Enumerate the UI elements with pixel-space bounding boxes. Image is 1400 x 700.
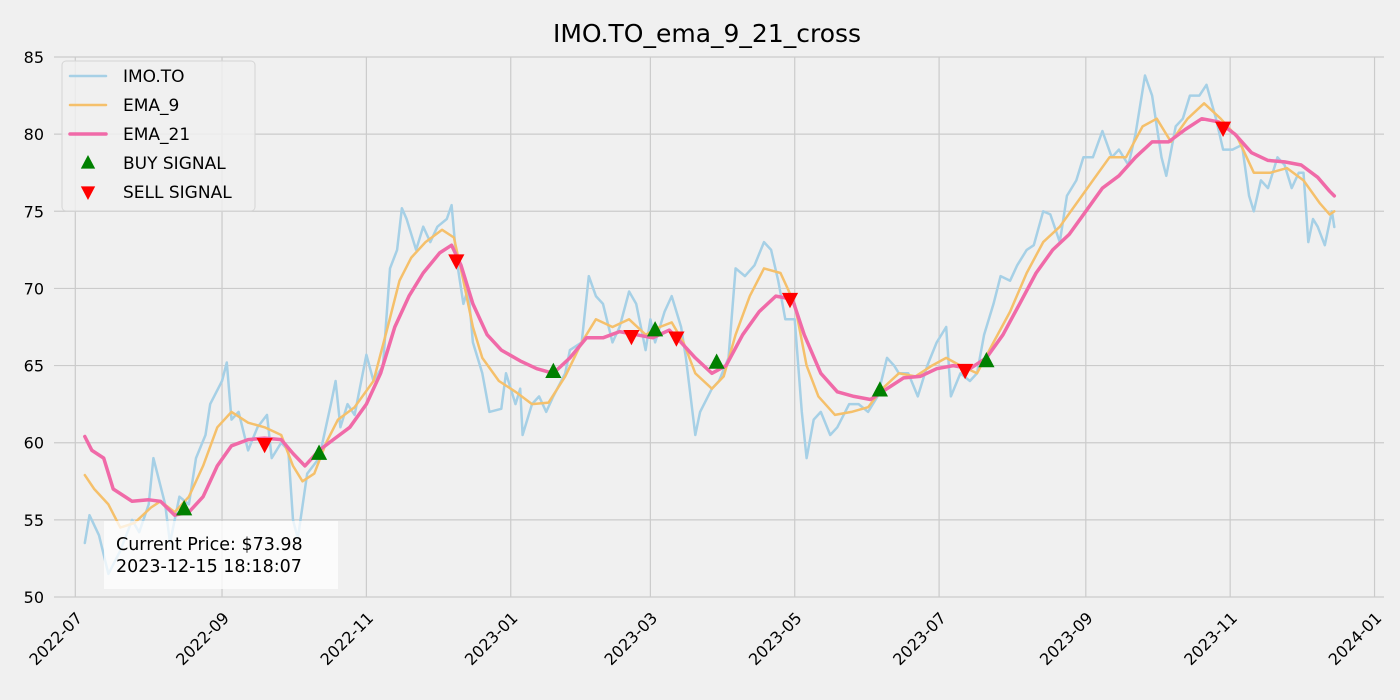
- sell-signal-marker: [668, 331, 685, 347]
- current-price-box: Current Price: $73.98 2023-12-15 18:18:0…: [104, 521, 338, 589]
- y-tick-label: 85: [24, 48, 44, 67]
- y-tick-label: 75: [24, 202, 44, 221]
- chart-title: IMO.TO_ema_9_21_cross: [553, 19, 861, 48]
- y-tick-label: 60: [24, 434, 44, 453]
- buy-signal-marker: [176, 500, 193, 516]
- legend-label: IMO.TO: [123, 67, 185, 87]
- sell-signal-marker: [781, 292, 799, 309]
- y-tick-label: 80: [24, 125, 44, 144]
- y-tick-label: 55: [24, 511, 44, 530]
- current-price-text: Current Price: $73.98: [116, 535, 303, 555]
- sell-signal-marker: [1214, 121, 1232, 137]
- buy-signal-marker: [978, 351, 995, 368]
- sell-signal-marker: [448, 254, 465, 270]
- legend-sell-marker: [80, 186, 96, 200]
- buy-signal-marker: [545, 362, 562, 379]
- signal-markers: [176, 121, 1232, 516]
- sell-signal-marker: [957, 363, 974, 380]
- buy-signal-marker: [708, 353, 725, 369]
- legend: IMO.TO EMA_9 EMA_21 BUY SIGNAL SELL SIGNAL: [61, 60, 256, 212]
- legend-label: SELL SIGNAL: [123, 183, 232, 203]
- sell-signal-marker: [256, 437, 273, 454]
- timestamp-text: 2023-12-15 18:18:07: [116, 557, 302, 577]
- buy-signal-marker: [647, 321, 664, 337]
- buy-signal-marker: [310, 444, 328, 460]
- y-tick-label: 50: [24, 588, 44, 607]
- legend-label: EMA_21: [123, 125, 190, 145]
- series-line-ema-21: [83, 116, 1337, 517]
- legend-label: BUY SIGNAL: [123, 154, 226, 174]
- info-box-background: [104, 521, 338, 589]
- y-tick-label: 70: [24, 279, 44, 298]
- buy-signal-marker: [871, 381, 889, 397]
- legend-buy-marker: [80, 155, 96, 169]
- y-tick-label: 65: [24, 357, 44, 376]
- legend-label: EMA_9: [123, 96, 179, 116]
- sell-signal-marker: [623, 329, 640, 346]
- legend-box: [61, 60, 256, 212]
